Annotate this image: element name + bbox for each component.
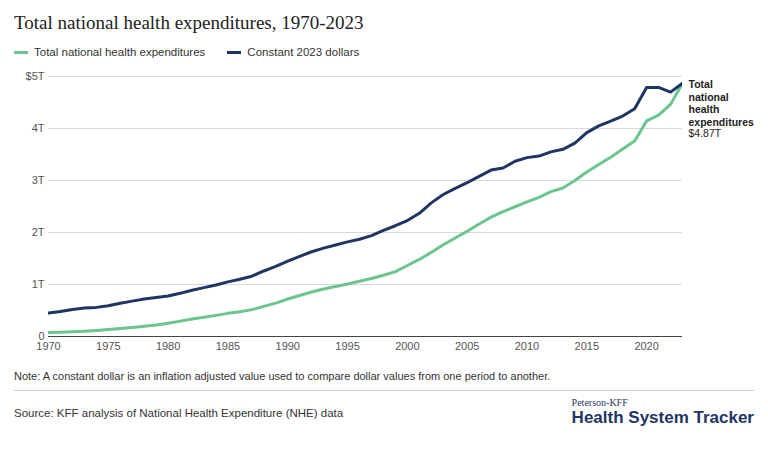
svg-text:2005: 2005 [455, 340, 479, 352]
svg-text:3T: 3T [32, 174, 45, 186]
svg-text:$4.87T: $4.87T [689, 127, 722, 139]
svg-text:1T: 1T [32, 278, 45, 290]
svg-text:1990: 1990 [276, 340, 300, 352]
svg-text:1985: 1985 [216, 340, 240, 352]
svg-text:1995: 1995 [335, 340, 359, 352]
svg-text:2010: 2010 [515, 340, 539, 352]
svg-text:1970: 1970 [36, 340, 60, 352]
html-text:Total national health expendit: Total national health expenditures [34, 46, 206, 58]
svg-text:Totalnationalhealthexpenditure: Totalnationalhealthexpenditures [689, 78, 755, 128]
svg-text:$5T: $5T [26, 70, 45, 82]
svg-text:2000: 2000 [395, 340, 419, 352]
svg-text:0: 0 [38, 330, 45, 342]
html-text:Peterson-KFF: Peterson-KFF [571, 397, 628, 408]
svg-text:1980: 1980 [156, 340, 180, 352]
html-text:Total national health expendit: Total national health expenditures, 1970… [14, 12, 364, 33]
html-text:Note: A constant dollar is an: Note: A constant dollar is an inflation … [14, 370, 551, 382]
svg-text:2015: 2015 [575, 340, 599, 352]
svg-text:1975: 1975 [96, 340, 120, 352]
html-text:Source: KFF analysis of Nation: Source: KFF analysis of National Health … [14, 407, 344, 419]
svg-text:2T: 2T [32, 226, 45, 238]
html-text:Health System Tracker: Health System Tracker [571, 408, 754, 427]
html-text:Constant 2023 dollars: Constant 2023 dollars [247, 46, 360, 58]
svg-text:2020: 2020 [634, 340, 658, 352]
svg-text:4T: 4T [32, 122, 45, 134]
